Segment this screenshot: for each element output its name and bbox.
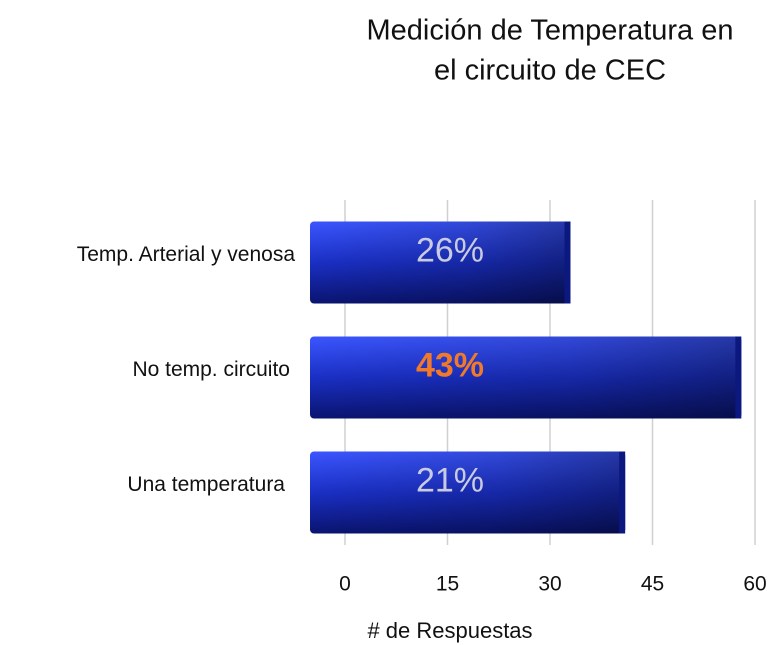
x-tick-label: 60 [743,573,766,596]
bar-shade [310,336,742,419]
x-tick-label: 15 [436,573,459,596]
x-tick-label: 0 [339,573,351,596]
bar-shade [310,221,571,304]
x-tick-label: 45 [641,573,664,596]
bar-label: 26% [416,231,484,269]
bar-end [735,336,742,419]
x-tick-label: 30 [538,573,561,596]
bar-label: 21% [416,461,484,499]
bar-shade [310,451,626,534]
chart-title: Medición de Temperatura en [366,15,733,47]
y-tick-label: No temp. circuito [132,358,290,381]
bar-end [564,221,571,304]
y-tick-label: Temp. Arterial y venosa [77,243,296,266]
y-tick-label: Una temperatura [127,473,285,496]
bar-end [619,451,626,534]
x-axis-label: # de Respuestas [367,618,532,643]
bar-label: 43% [416,346,484,384]
chart-title: el circuito de CEC [434,55,666,87]
